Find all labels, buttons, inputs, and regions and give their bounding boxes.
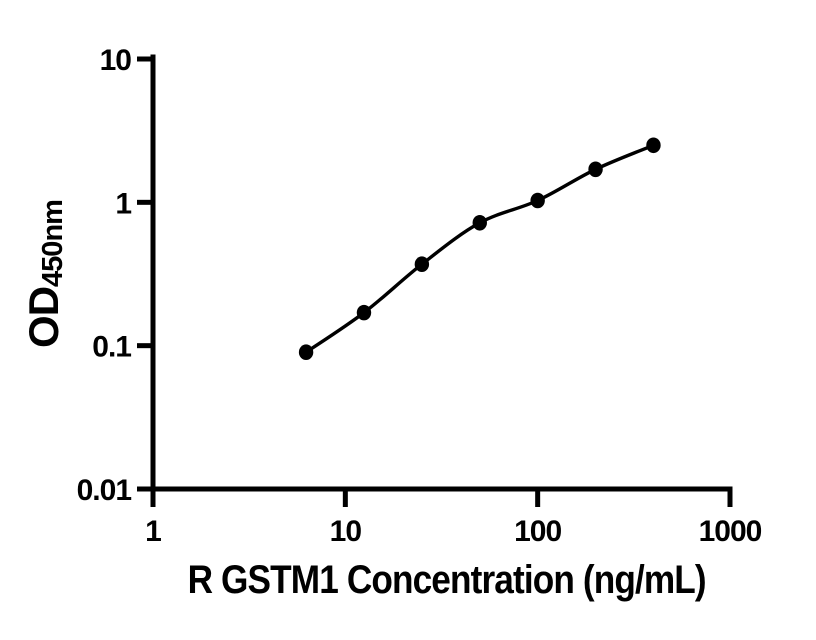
data-point	[588, 161, 603, 178]
x-tick-label: 100	[514, 515, 561, 548]
y-tick-label: 10	[100, 44, 132, 77]
data-point	[356, 304, 372, 321]
y-axis-label-main: OD	[20, 286, 67, 348]
data-point	[530, 192, 545, 209]
data-point	[298, 344, 314, 361]
x-tick-label: 1000	[699, 515, 762, 548]
y-axis-label: OD450nm	[20, 200, 69, 348]
fit-curve	[305, 143, 655, 354]
y-tick-label: 1	[115, 187, 131, 220]
x-tick-label: 10	[330, 515, 362, 548]
data-point	[414, 256, 430, 273]
x-axis-label: R GSTM1 Concentration (ng/mL)	[187, 558, 707, 602]
y-tick-label: 0.01	[77, 474, 132, 507]
data-point	[472, 214, 487, 231]
x-tick-label: 1	[145, 515, 161, 548]
y-tick-label: 0.1	[92, 331, 131, 364]
data-point	[646, 137, 661, 154]
y-axis-label-subscript: 450nm	[37, 200, 69, 287]
